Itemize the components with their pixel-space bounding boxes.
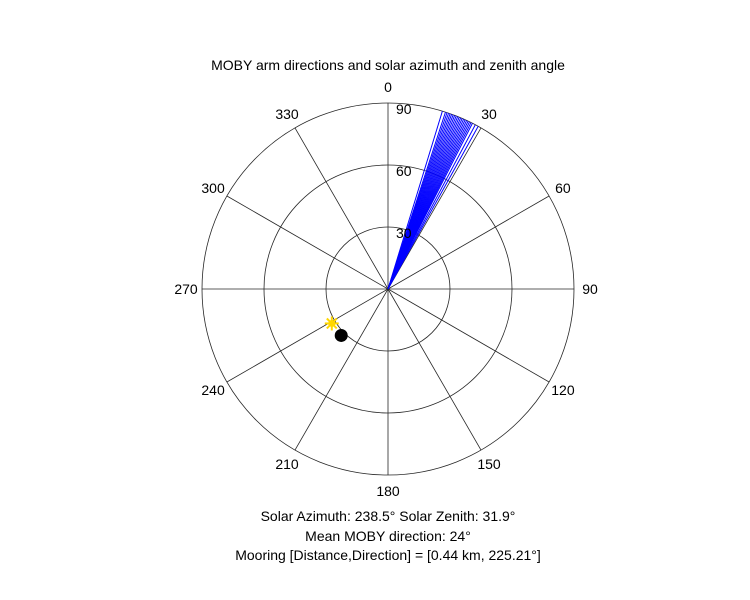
angle-tick-270: 270: [174, 281, 198, 297]
spoke-150: [387, 288, 482, 451]
arm-line: [387, 123, 473, 290]
arm-line: [387, 126, 479, 290]
radius-tick-60: 60: [396, 163, 412, 179]
spoke-330: [294, 127, 389, 290]
polar-grid: [201, 102, 575, 476]
sun-marker: [324, 316, 339, 331]
mooring-caption: Mooring [Distance,Direction] = [0.44 km,…: [235, 547, 541, 563]
arm-line: [387, 124, 476, 290]
marker-layer: [324, 316, 348, 342]
angle-tick-210: 210: [275, 456, 299, 472]
angle-tick-300: 300: [201, 180, 225, 196]
tick-labels: 0 30 60 90 120 150 180 210 240 270 300 330 30 60 90: [174, 79, 598, 499]
spoke-300: [226, 195, 389, 290]
radius-tick-30: 30: [396, 225, 412, 241]
angle-tick-60: 60: [555, 180, 571, 196]
angle-tick-180: 180: [376, 483, 400, 499]
spoke-210: [294, 288, 389, 451]
solar-angles-caption: Solar Azimuth: 238.5° Solar Zenith: 31.9…: [260, 508, 516, 524]
sun-core: [328, 319, 336, 327]
chart-title: MOBY arm directions and solar azimuth an…: [211, 57, 565, 73]
angle-tick-0: 0: [384, 79, 392, 95]
spoke-120: [387, 288, 550, 383]
angle-tick-30: 30: [481, 106, 497, 122]
ring-60: [263, 164, 513, 414]
ring-30: [325, 226, 451, 352]
mooring-marker: [334, 328, 348, 342]
arm-direction-series: [387, 110, 479, 290]
angle-tick-150: 150: [477, 456, 501, 472]
spoke-240: [226, 288, 389, 383]
ring-90: [201, 102, 575, 476]
arm-line: [387, 110, 443, 290]
radius-tick-90: 90: [396, 101, 412, 117]
angle-tick-330: 330: [275, 106, 299, 122]
angle-tick-240: 240: [201, 382, 225, 398]
spoke-30: [387, 127, 482, 290]
mean-direction-caption: Mean MOBY direction: 24°: [305, 528, 471, 544]
spoke-60: [387, 195, 550, 290]
angle-tick-90: 90: [582, 281, 598, 297]
angle-tick-120: 120: [551, 382, 575, 398]
